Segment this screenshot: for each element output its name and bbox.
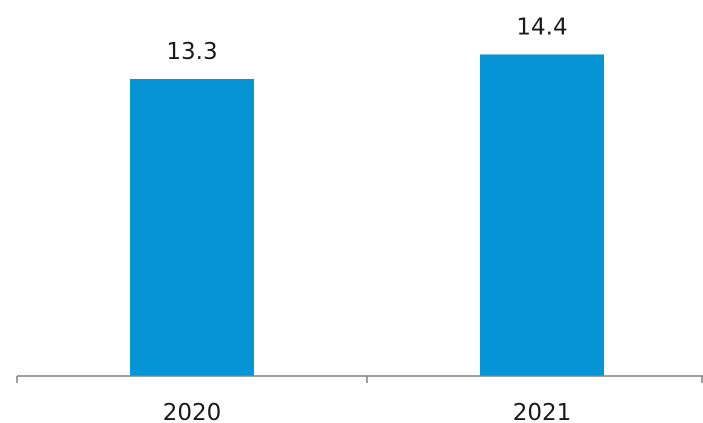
x-tick-label-2021: 2021 <box>513 400 572 423</box>
bars-layer <box>130 54 604 376</box>
x-tick-label-2020: 2020 <box>163 400 222 423</box>
bar-2021 <box>480 54 604 376</box>
bar-2020 <box>130 79 254 376</box>
data-label-2021: 14.4 <box>516 14 567 40</box>
labels-layer: 13.3 2020 14.4 2021 <box>163 14 572 423</box>
data-label-2020: 13.3 <box>166 39 217 65</box>
x-axis <box>16 375 703 383</box>
